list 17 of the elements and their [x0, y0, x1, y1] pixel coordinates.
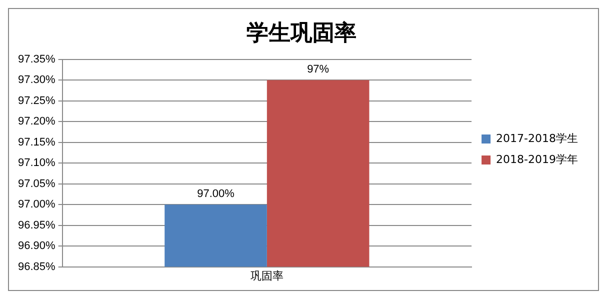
y-tick-label: 96.90%: [18, 240, 56, 252]
data-label: 97.00%: [197, 188, 235, 200]
y-tick-label: 97.30%: [18, 74, 56, 86]
y-tick-label: 97.15%: [18, 136, 56, 148]
chart-title: 学生巩固率: [246, 20, 356, 46]
y-tick-label: 97.00%: [18, 198, 56, 211]
y-tick-label: 96.95%: [18, 219, 56, 232]
y-tick-label: 96.85%: [18, 260, 56, 273]
y-tick-label: 97.25%: [18, 94, 56, 107]
x-tick-label: 巩固率: [250, 269, 284, 282]
legend-label: 2018-2019学年: [496, 152, 578, 166]
data-label: 97%: [307, 64, 330, 76]
legend-label: 2017-2018学生: [496, 132, 578, 145]
y-tick-label: 97.10%: [18, 157, 56, 170]
y-tick-label: 97.35%: [18, 53, 56, 66]
y-tick-label: 97.20%: [18, 116, 56, 128]
y-tick-label: 97.05%: [18, 178, 56, 190]
